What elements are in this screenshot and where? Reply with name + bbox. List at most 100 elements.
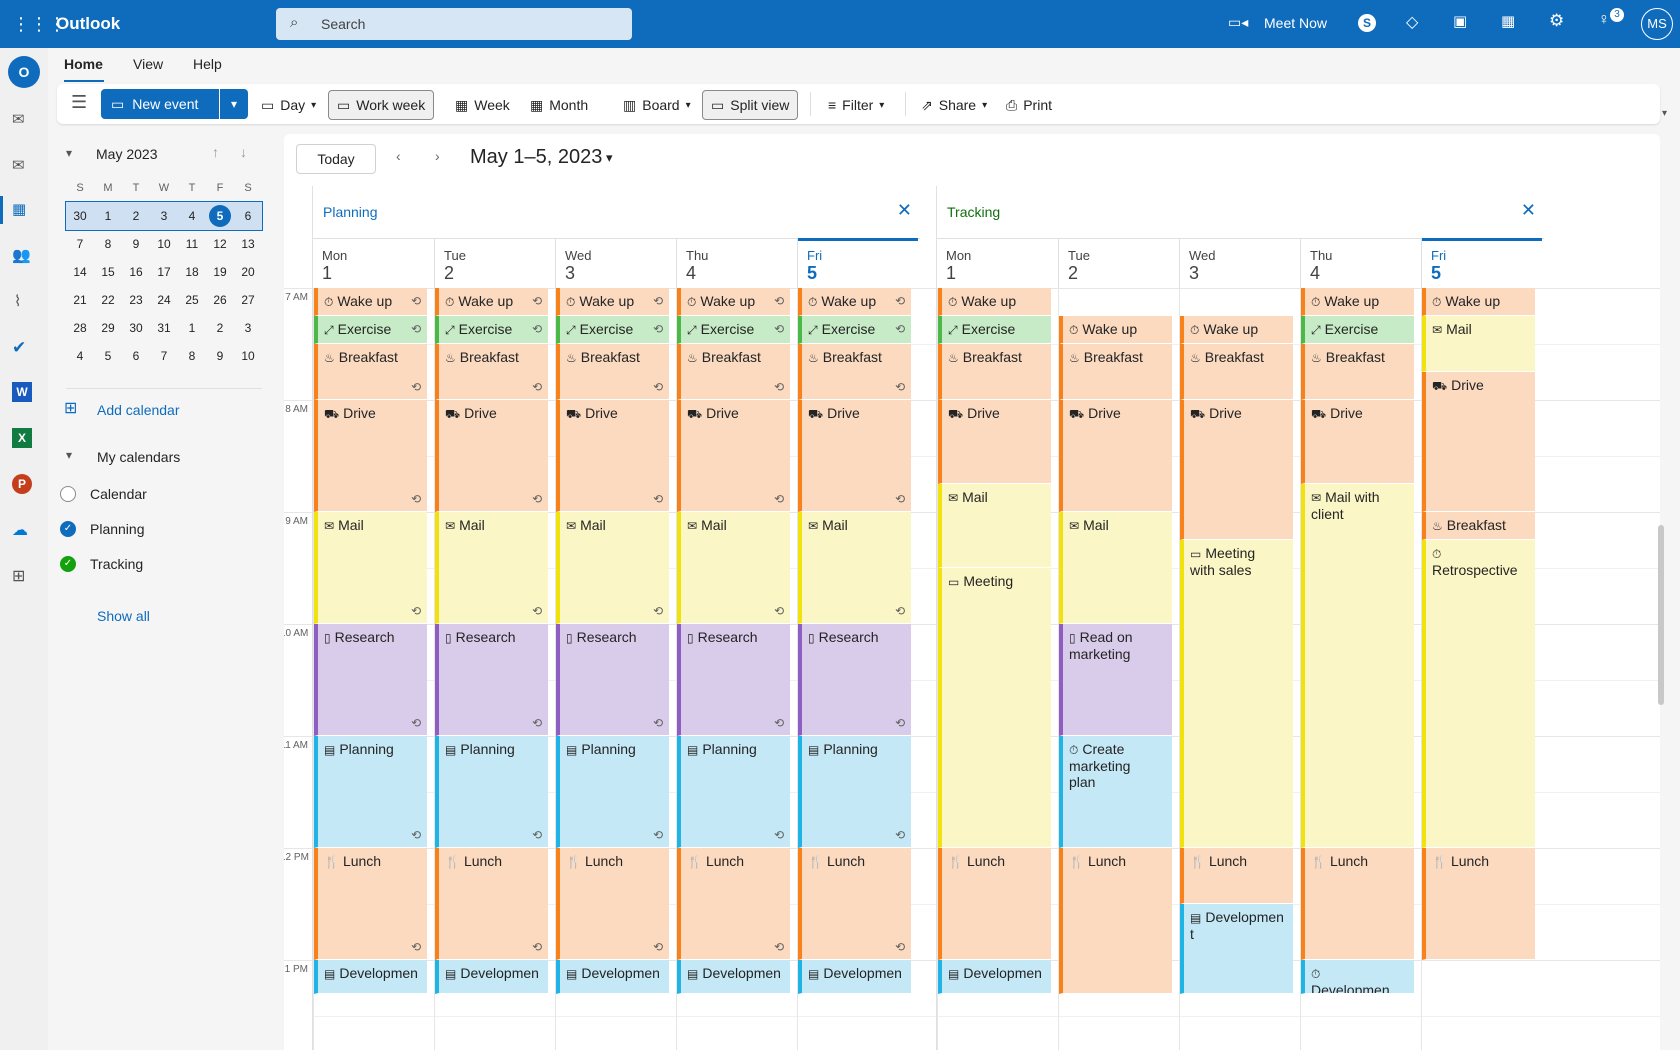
more-apps-icon[interactable]: ⊞ xyxy=(12,568,26,585)
calendar-event[interactable]: 🍴 Lunch xyxy=(1301,848,1414,960)
calendar-event[interactable]: ⤢ Exercise ⟲ xyxy=(556,316,669,344)
tab-help[interactable]: Help xyxy=(193,56,222,72)
attach-icon[interactable]: ⌇ xyxy=(14,293,22,310)
ribbon-collapse-icon[interactable]: ▾ xyxy=(1662,108,1668,119)
calendar-checkbox-icon[interactable] xyxy=(60,486,76,502)
meet-now-button[interactable]: Meet Now xyxy=(1264,15,1328,31)
mini-day[interactable]: 1 xyxy=(188,321,196,335)
work-week-button[interactable]: ▭ Work week xyxy=(328,90,435,120)
mini-day-today[interactable]: 5 xyxy=(209,205,231,227)
mini-day[interactable]: 30 xyxy=(73,209,87,223)
tab-view[interactable]: View xyxy=(133,56,164,72)
mini-day[interactable]: 29 xyxy=(101,321,115,335)
day-header[interactable]: Mon 1 xyxy=(937,238,1058,288)
mini-day[interactable]: 8 xyxy=(104,237,112,251)
onedrive-icon[interactable]: ☁ xyxy=(12,522,28,539)
calendar-event[interactable]: ▤ Planning ⟲ xyxy=(677,736,790,848)
calendar-event[interactable]: 🍴 Lunch xyxy=(1180,848,1293,904)
video-icon[interactable]: ▭◂ xyxy=(1228,14,1249,30)
mini-day[interactable]: 20 xyxy=(241,265,255,279)
tips-icon[interactable]: ♀ xyxy=(1598,11,1610,28)
share-button[interactable]: ⇗ Share ▾ xyxy=(913,90,995,120)
calendar-event[interactable]: ⛟ Drive xyxy=(1422,372,1535,512)
calendar-event[interactable]: ✉ Mail ⟲ xyxy=(677,512,790,624)
search-box[interactable]: ⌕ Search xyxy=(276,8,632,40)
calendar-event[interactable]: ⛟ Drive ⟲ xyxy=(556,400,669,512)
calendar-event[interactable]: ⏱ Wake up ⟲ xyxy=(556,288,669,316)
day-header[interactable]: Mon 1 xyxy=(313,238,434,288)
today-button[interactable]: Today xyxy=(296,144,376,174)
calendar-event[interactable]: ▤ Developmen xyxy=(556,960,669,994)
close-pane-icon[interactable]: ✕ xyxy=(896,200,912,220)
people-icon[interactable]: 👥 xyxy=(12,247,31,264)
calendar-event[interactable]: 🍴 Lunch ⟲ xyxy=(798,848,911,960)
calendar-event[interactable]: ▤ Planning ⟲ xyxy=(556,736,669,848)
day-header[interactable]: Fri 5 xyxy=(1421,238,1542,288)
mini-day[interactable]: 16 xyxy=(129,265,143,279)
calendar-event[interactable]: ♨ Breakfast ⟲ xyxy=(798,344,911,400)
close-pane-icon[interactable]: ✕ xyxy=(1520,200,1536,220)
mini-day[interactable]: 5 xyxy=(104,349,112,363)
calendar-event[interactable]: ⏱ Wake up ⟲ xyxy=(677,288,790,316)
word-icon[interactable]: W xyxy=(12,382,32,402)
calendar-item-planning[interactable]: Planning xyxy=(90,521,145,537)
day-header[interactable]: Thu 4 xyxy=(676,238,797,288)
calendar-event[interactable]: ▤ Developmen xyxy=(435,960,548,994)
calendar-event[interactable]: ♨ Breakfast ⟲ xyxy=(677,344,790,400)
pane-title[interactable]: Tracking xyxy=(947,204,1001,220)
calendar-event[interactable]: ▭ Meeting with sales xyxy=(1180,540,1293,848)
skype-icon[interactable]: S xyxy=(1358,14,1376,32)
calendar-event[interactable]: ♨ Breakfast ⟲ xyxy=(435,344,548,400)
calendar-event[interactable]: ⤢ Exercise ⟲ xyxy=(435,316,548,344)
calendar-event[interactable]: ♨ Breakfast xyxy=(1301,344,1414,400)
split-view-button[interactable]: ▭ Split view xyxy=(702,90,799,120)
calendar-event[interactable]: 🍴 Lunch ⟲ xyxy=(677,848,790,960)
day-header[interactable]: Thu 4 xyxy=(1300,238,1421,288)
calendar-event[interactable]: ⛟ Drive ⟲ xyxy=(677,400,790,512)
day-header[interactable]: Wed 3 xyxy=(555,238,676,288)
calendar-event[interactable]: ♨ Breakfast xyxy=(938,344,1051,400)
settings-gear-icon[interactable]: ⚙ xyxy=(1549,11,1565,30)
mini-day[interactable]: 25 xyxy=(185,293,199,307)
new-event-dropdown[interactable]: ▾ xyxy=(220,89,248,119)
calendar-event[interactable]: ⛟ Drive ⟲ xyxy=(314,400,427,512)
calendar-event[interactable]: ♨ Breakfast xyxy=(1180,344,1293,400)
mini-day[interactable]: 7 xyxy=(76,237,84,251)
calendar-event[interactable]: ▤ Developmen xyxy=(677,960,790,994)
calendar-event[interactable]: ⏱ Wake up xyxy=(1180,316,1293,344)
calendar-event[interactable]: ⤢ Exercise ⟲ xyxy=(677,316,790,344)
calendar-event[interactable]: ✉ Mail xyxy=(938,484,1051,568)
calendar-event[interactable]: ⏱ Wake up xyxy=(1059,316,1172,344)
mini-calendar-title[interactable]: May 2023 xyxy=(96,146,158,162)
calendar-event[interactable]: ▤ Developmen t xyxy=(1180,904,1293,994)
calendar-event[interactable]: ▯ Research ⟲ xyxy=(798,624,911,736)
calendar-event[interactable]: ⏱ Create marketing plan xyxy=(1059,736,1172,848)
hamburger-icon[interactable]: ☰ xyxy=(71,92,88,112)
calendar-event[interactable]: ⤢ Exercise ⟲ xyxy=(314,316,427,344)
tab-home[interactable]: Home xyxy=(64,56,103,72)
day-button[interactable]: ▭ Day ▾ xyxy=(253,90,324,120)
calendar-event[interactable]: 🍴 Lunch ⟲ xyxy=(314,848,427,960)
mini-day[interactable]: 12 xyxy=(213,237,227,251)
excel-icon[interactable]: X xyxy=(12,428,32,448)
outlook-icon[interactable]: O xyxy=(8,56,40,88)
my-calendars-header[interactable]: My calendars xyxy=(97,449,181,465)
app-launcher-icon[interactable]: ⋮⋮⋮ xyxy=(12,14,66,34)
mini-day[interactable]: 27 xyxy=(241,293,255,307)
mini-day[interactable]: 9 xyxy=(216,349,224,363)
mini-day[interactable]: 26 xyxy=(213,293,227,307)
mini-day[interactable]: 7 xyxy=(160,349,168,363)
calendar-event[interactable]: 🍴 Lunch xyxy=(938,848,1051,960)
calendar-event[interactable]: ▯ Research ⟲ xyxy=(556,624,669,736)
calendar-event[interactable]: ⤢ Exercise xyxy=(938,316,1051,344)
calendar-event[interactable]: ✉ Mail xyxy=(1059,512,1172,624)
calendar-event[interactable]: ⏱Retrospective xyxy=(1422,540,1535,848)
mini-day[interactable]: 22 xyxy=(101,293,115,307)
my-day-icon[interactable]: ▦ xyxy=(1501,13,1516,30)
calendar-event[interactable]: ♨ Breakfast xyxy=(1422,512,1535,540)
date-range-chevron-icon[interactable]: ▾ xyxy=(606,150,613,165)
calendar-event[interactable]: ⤢ Exercise xyxy=(1301,316,1414,344)
calendar-checkbox-icon[interactable]: ✓ xyxy=(60,556,76,572)
next-week-icon[interactable]: › xyxy=(435,148,440,164)
day-header[interactable]: Wed 3 xyxy=(1179,238,1300,288)
